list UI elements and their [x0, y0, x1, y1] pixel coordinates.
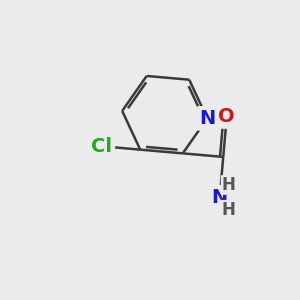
Text: N: N	[199, 109, 215, 128]
Text: H: H	[222, 201, 236, 219]
Text: N: N	[212, 188, 228, 207]
Text: O: O	[218, 107, 235, 126]
Text: H: H	[222, 176, 236, 194]
Text: Cl: Cl	[91, 137, 112, 156]
